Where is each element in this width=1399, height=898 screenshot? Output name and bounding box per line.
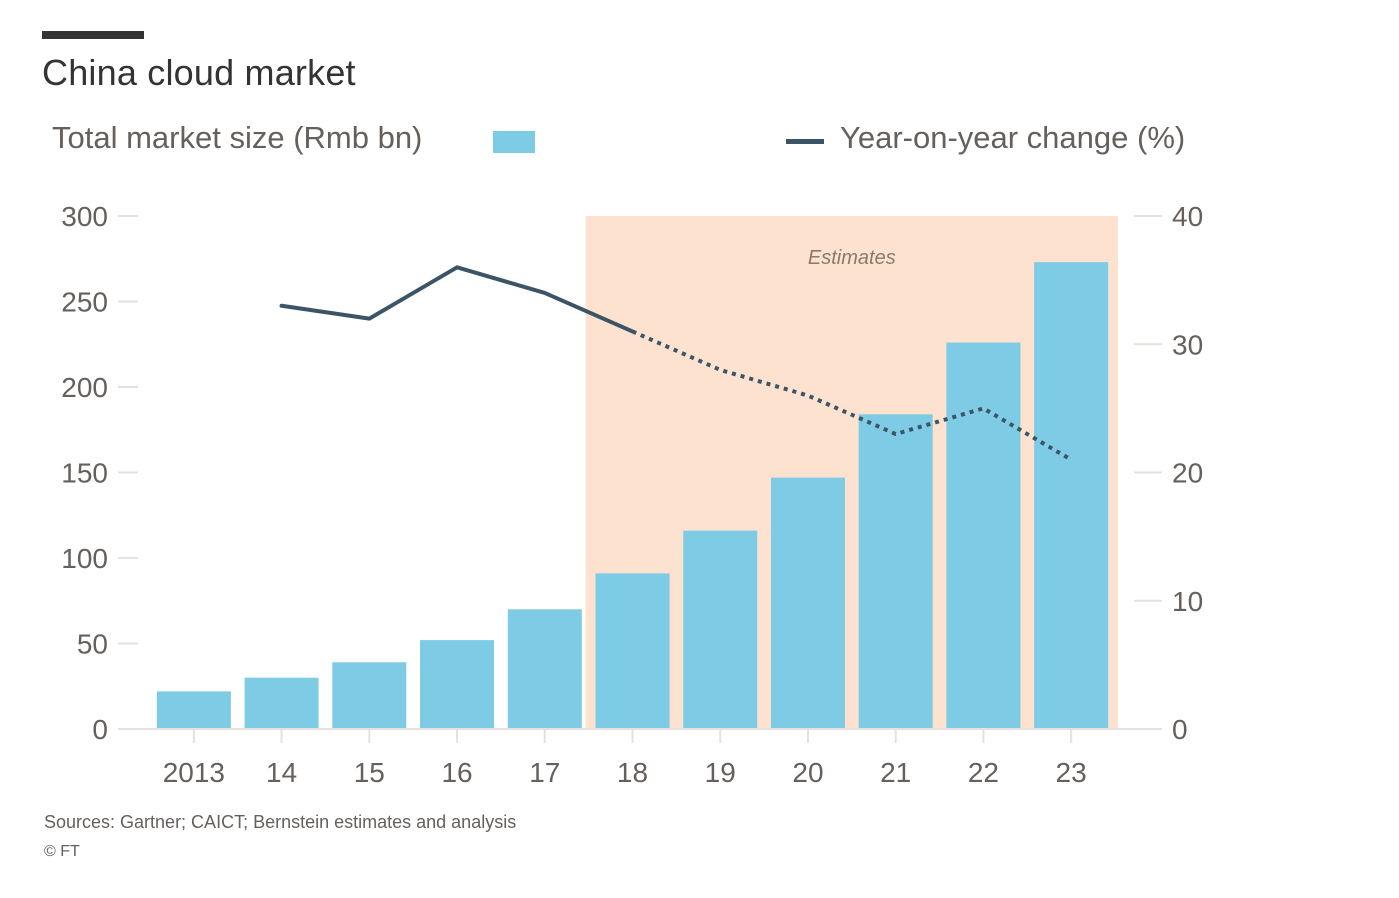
bar-23 bbox=[1034, 262, 1109, 729]
estimate-band bbox=[585, 216, 1118, 729]
bar-14 bbox=[244, 677, 319, 729]
bar-19 bbox=[683, 530, 758, 729]
left-axis-tick-label: 150 bbox=[61, 458, 108, 489]
chart-title: China cloud market bbox=[42, 52, 356, 93]
bar-16 bbox=[420, 640, 495, 729]
bar-17 bbox=[507, 609, 582, 729]
copyright-note: © FT bbox=[44, 843, 80, 860]
bar-20 bbox=[770, 477, 845, 729]
x-axis-tick-label: 15 bbox=[354, 757, 385, 788]
right-axis-tick-label: 0 bbox=[1172, 714, 1188, 745]
estimate-label: Estimates bbox=[808, 247, 896, 269]
source-note: Sources: Gartner; CAICT; Bernstein estim… bbox=[44, 812, 517, 832]
right-axis-tick-label: 30 bbox=[1172, 329, 1203, 360]
bar-22 bbox=[946, 342, 1021, 729]
legend-line-label: Year-on-year change (%) bbox=[840, 120, 1186, 155]
left-axis-tick-label: 250 bbox=[61, 287, 108, 318]
bar-15 bbox=[332, 662, 407, 729]
x-axis-tick-label: 19 bbox=[705, 757, 736, 788]
bar-21 bbox=[858, 414, 933, 729]
legend-bars-swatch bbox=[493, 131, 535, 153]
left-axis-tick-label: 100 bbox=[61, 543, 108, 574]
left-axis-tick-label: 300 bbox=[61, 201, 108, 232]
left-axis-tick-label: 0 bbox=[92, 714, 108, 745]
x-axis-tick-label: 21 bbox=[880, 757, 911, 788]
left-axis-tick-label: 200 bbox=[61, 372, 108, 403]
left-axis-tick-label: 50 bbox=[77, 629, 108, 660]
x-axis-tick-label: 16 bbox=[441, 757, 472, 788]
x-axis-tick-label: 14 bbox=[266, 757, 297, 788]
bar-2013 bbox=[156, 691, 231, 729]
x-axis-tick-label: 23 bbox=[1056, 757, 1087, 788]
yoy-line-estimate bbox=[631, 329, 1073, 462]
legend-line-swatch bbox=[786, 139, 824, 144]
x-axis-tick-label: 18 bbox=[617, 757, 648, 788]
right-axis-tick-label: 40 bbox=[1172, 201, 1203, 232]
right-axis-tick-label: 10 bbox=[1172, 586, 1203, 617]
bar-18 bbox=[595, 573, 670, 729]
x-axis-tick-label: 20 bbox=[792, 757, 823, 788]
right-axis-tick-label: 20 bbox=[1172, 458, 1203, 489]
x-axis-tick-label: 2013 bbox=[163, 757, 225, 788]
legend-bars-label: Total market size (Rmb bn) bbox=[52, 120, 423, 155]
yoy-line-actual bbox=[279, 265, 635, 334]
x-axis-tick-label: 17 bbox=[529, 757, 560, 788]
x-axis-tick-label: 22 bbox=[968, 757, 999, 788]
title-rule bbox=[42, 31, 144, 39]
